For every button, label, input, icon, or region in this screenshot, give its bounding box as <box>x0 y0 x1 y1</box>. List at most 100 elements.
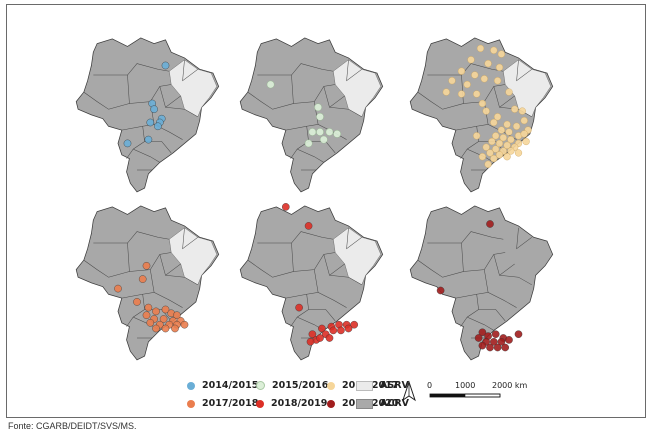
case-marker <box>471 71 479 79</box>
case-marker <box>495 151 504 159</box>
case-marker <box>152 324 160 333</box>
case-marker <box>138 275 147 283</box>
source-caption: Fonte: CGARB/DEIDT/SVS/MS. <box>8 421 137 431</box>
case-marker <box>329 326 338 335</box>
north-arrow-icon <box>402 380 416 402</box>
case-marker <box>144 135 153 144</box>
case-marker <box>114 284 122 293</box>
case-marker <box>514 149 523 157</box>
case-marker <box>490 118 498 127</box>
case-marker <box>442 88 450 96</box>
legend-dot <box>327 381 335 390</box>
case-marker <box>337 326 345 335</box>
case-marker <box>501 343 510 352</box>
legend-swatch <box>356 380 373 391</box>
case-marker <box>492 132 500 140</box>
case-marker <box>522 137 530 146</box>
legend-label: 2014/2015 <box>202 380 259 391</box>
case-marker <box>499 134 507 142</box>
case-marker <box>142 311 151 320</box>
case-marker <box>492 145 500 153</box>
case-marker <box>304 139 313 148</box>
scale-bar <box>429 393 501 398</box>
case-marker <box>495 63 504 72</box>
case-marker <box>320 135 328 144</box>
legend-label: 2018/2019 <box>271 398 328 409</box>
case-marker <box>520 116 528 125</box>
legend-area-asrv: ASRV <box>356 380 409 391</box>
case-marker <box>520 130 528 138</box>
case-marker <box>514 330 523 339</box>
case-marker <box>488 137 496 146</box>
case-marker <box>490 46 498 54</box>
case-marker <box>142 261 151 270</box>
case-marker <box>478 153 487 161</box>
case-marker <box>325 128 334 136</box>
case-marker <box>159 315 168 323</box>
legend-item-2015-2016: 2015/2016 <box>256 380 328 391</box>
case-marker <box>505 128 513 136</box>
case-marker <box>161 305 170 314</box>
case-marker <box>474 334 483 342</box>
case-marker <box>161 324 170 333</box>
case-marker <box>333 130 341 138</box>
case-marker <box>482 107 490 115</box>
case-marker <box>473 90 481 98</box>
case-marker <box>490 154 498 163</box>
case-marker <box>503 153 511 161</box>
case-marker <box>344 324 353 333</box>
case-marker <box>505 336 513 344</box>
case-marker <box>484 59 492 68</box>
map-panel-2019-2020 <box>409 205 554 361</box>
legend-swatch <box>356 398 373 409</box>
legend-item-2018-2019: 2018/2019 <box>256 398 327 409</box>
case-marker <box>281 203 290 211</box>
map-panel-2016-2017 <box>409 37 554 193</box>
case-marker <box>306 338 315 346</box>
case-marker <box>133 298 141 306</box>
case-marker <box>511 105 519 113</box>
case-marker <box>490 338 498 346</box>
legend-dot <box>187 381 195 390</box>
case-marker <box>486 220 494 228</box>
case-marker <box>146 319 155 327</box>
scale-label-mid: 1000 <box>455 381 476 390</box>
case-marker <box>308 128 317 136</box>
case-marker <box>448 77 456 85</box>
legend-label: 2015/2016 <box>272 380 329 391</box>
scale-label-end: 2000 km <box>492 381 528 390</box>
case-marker <box>493 343 502 352</box>
case-marker <box>473 132 481 140</box>
case-marker <box>436 286 445 295</box>
case-marker <box>308 330 317 339</box>
case-marker <box>304 222 313 230</box>
case-marker <box>505 88 513 96</box>
case-marker <box>497 338 506 346</box>
case-marker <box>507 135 515 144</box>
legend-label: ASRV <box>380 380 409 391</box>
legend-item-2017-2018: 2017/2018 <box>187 398 258 409</box>
legend-area-acrv: ACRV <box>356 398 409 409</box>
case-marker <box>512 122 521 130</box>
case-marker <box>482 143 490 151</box>
case-marker <box>266 80 275 89</box>
case-marker <box>350 320 359 329</box>
case-marker <box>316 334 324 342</box>
case-marker <box>161 61 170 70</box>
scale-label-zero: 0 <box>427 381 433 390</box>
case-marker <box>503 120 511 129</box>
map-panel-2015-2016 <box>239 37 384 193</box>
case-marker <box>503 141 511 149</box>
case-marker <box>144 303 153 312</box>
legend-label: 2017/2018 <box>202 398 259 409</box>
case-marker <box>316 113 324 121</box>
legend-item-2014-2015: 2014/2015 <box>187 380 258 391</box>
case-marker <box>173 311 181 320</box>
case-marker <box>152 307 160 316</box>
map-panel-2017-2018 <box>75 205 220 361</box>
case-marker <box>463 80 471 89</box>
case-marker <box>507 147 515 155</box>
legend-dot <box>256 399 264 408</box>
case-marker <box>486 149 494 157</box>
